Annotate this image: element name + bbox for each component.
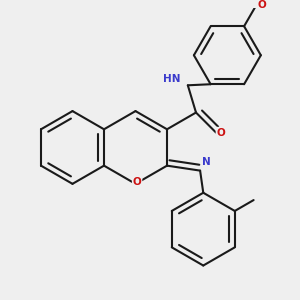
Text: O: O (217, 128, 225, 138)
Text: O: O (133, 177, 142, 187)
Text: N: N (202, 157, 210, 167)
Text: O: O (257, 0, 266, 10)
Text: HN: HN (164, 74, 181, 84)
